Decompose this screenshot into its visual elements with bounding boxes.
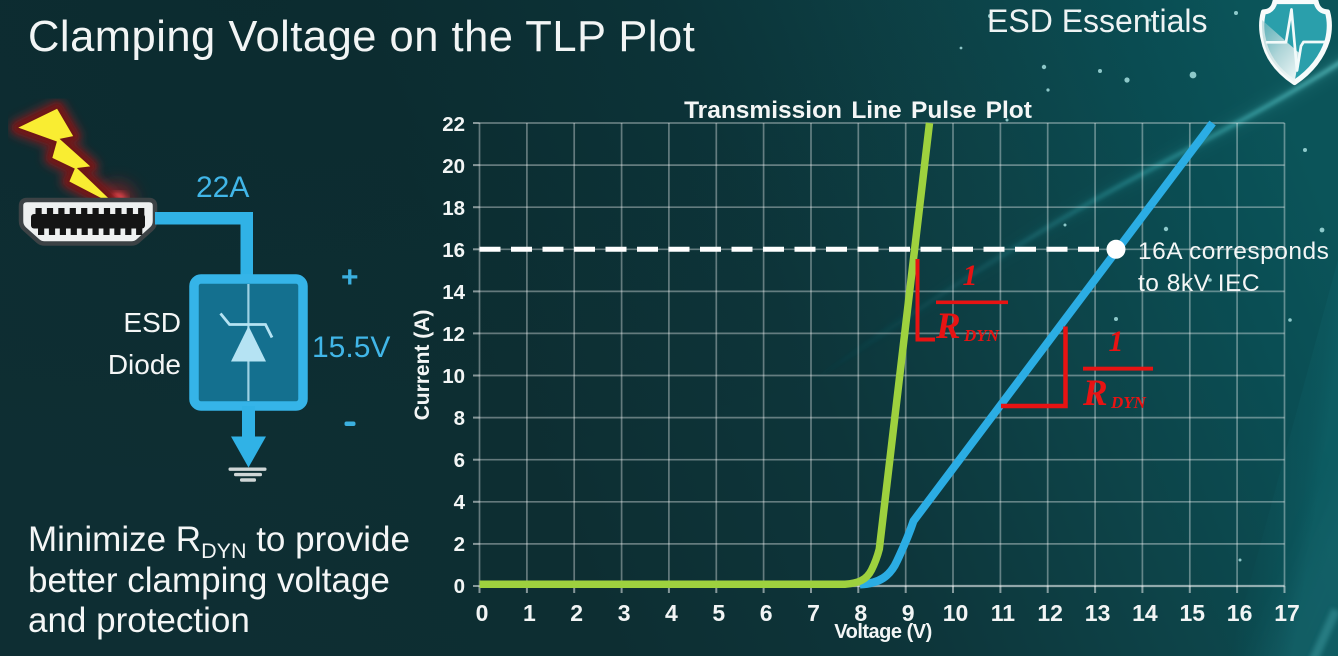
svg-text:11: 11 — [991, 600, 1016, 626]
svg-text:ESD Essentials: ESD Essentials — [987, 3, 1208, 39]
svg-text:8: 8 — [854, 600, 867, 626]
svg-text:Voltage (V): Voltage (V) — [834, 621, 931, 643]
svg-text:0: 0 — [454, 575, 465, 598]
svg-text:DYN: DYN — [963, 326, 1000, 345]
svg-text:7: 7 — [807, 600, 820, 626]
svg-text:16: 16 — [442, 239, 465, 262]
svg-text:2: 2 — [570, 600, 583, 626]
svg-text:5: 5 — [712, 600, 725, 626]
svg-text:and protection: and protection — [28, 601, 250, 640]
svg-text:DYN: DYN — [1110, 393, 1147, 412]
svg-text:Transmission Line Pulse Plot: Transmission Line Pulse Plot — [684, 97, 1032, 124]
svg-text:Current (A): Current (A) — [411, 310, 434, 421]
svg-text:22A: 22A — [196, 171, 249, 204]
svg-text:13: 13 — [1085, 600, 1111, 626]
svg-text:1: 1 — [963, 259, 978, 292]
svg-text:12: 12 — [442, 323, 465, 346]
svg-text:20: 20 — [442, 155, 465, 178]
svg-text:2: 2 — [454, 533, 465, 556]
svg-text:0: 0 — [476, 600, 489, 626]
svg-text:16: 16 — [1227, 600, 1253, 626]
svg-text:4: 4 — [454, 491, 466, 514]
svg-text:8: 8 — [454, 407, 465, 430]
svg-text:6: 6 — [760, 600, 773, 626]
svg-text:17: 17 — [1274, 600, 1300, 626]
svg-text:18: 18 — [442, 197, 465, 220]
svg-text:15.5V: 15.5V — [312, 331, 390, 364]
svg-text:10: 10 — [442, 365, 465, 388]
svg-text:14: 14 — [1132, 600, 1158, 626]
svg-text:1: 1 — [523, 600, 536, 626]
svg-text:3: 3 — [618, 600, 631, 626]
svg-text:R: R — [1082, 373, 1108, 414]
svg-text:15: 15 — [1180, 600, 1206, 626]
svg-text:12: 12 — [1037, 600, 1063, 626]
svg-text:6: 6 — [454, 449, 465, 472]
svg-text:Diode: Diode — [108, 349, 181, 380]
svg-text:ESD: ESD — [123, 307, 181, 338]
svg-text:22: 22 — [442, 113, 465, 136]
svg-text:+: + — [341, 261, 359, 294]
svg-text:4: 4 — [665, 600, 678, 626]
svg-text:14: 14 — [442, 281, 465, 304]
svg-text:to 8kV IEC: to 8kV IEC — [1138, 270, 1260, 297]
svg-text:Clamping Voltage on the TLP Pl: Clamping Voltage on the TLP Plot — [28, 13, 695, 61]
svg-text:9: 9 — [902, 600, 915, 626]
svg-text:R: R — [935, 306, 961, 347]
svg-text:16A corresponds: 16A corresponds — [1138, 238, 1329, 265]
svg-text:1: 1 — [1109, 325, 1124, 358]
svg-text:10: 10 — [943, 600, 969, 626]
svg-text:better clamping voltage: better clamping voltage — [28, 561, 390, 600]
